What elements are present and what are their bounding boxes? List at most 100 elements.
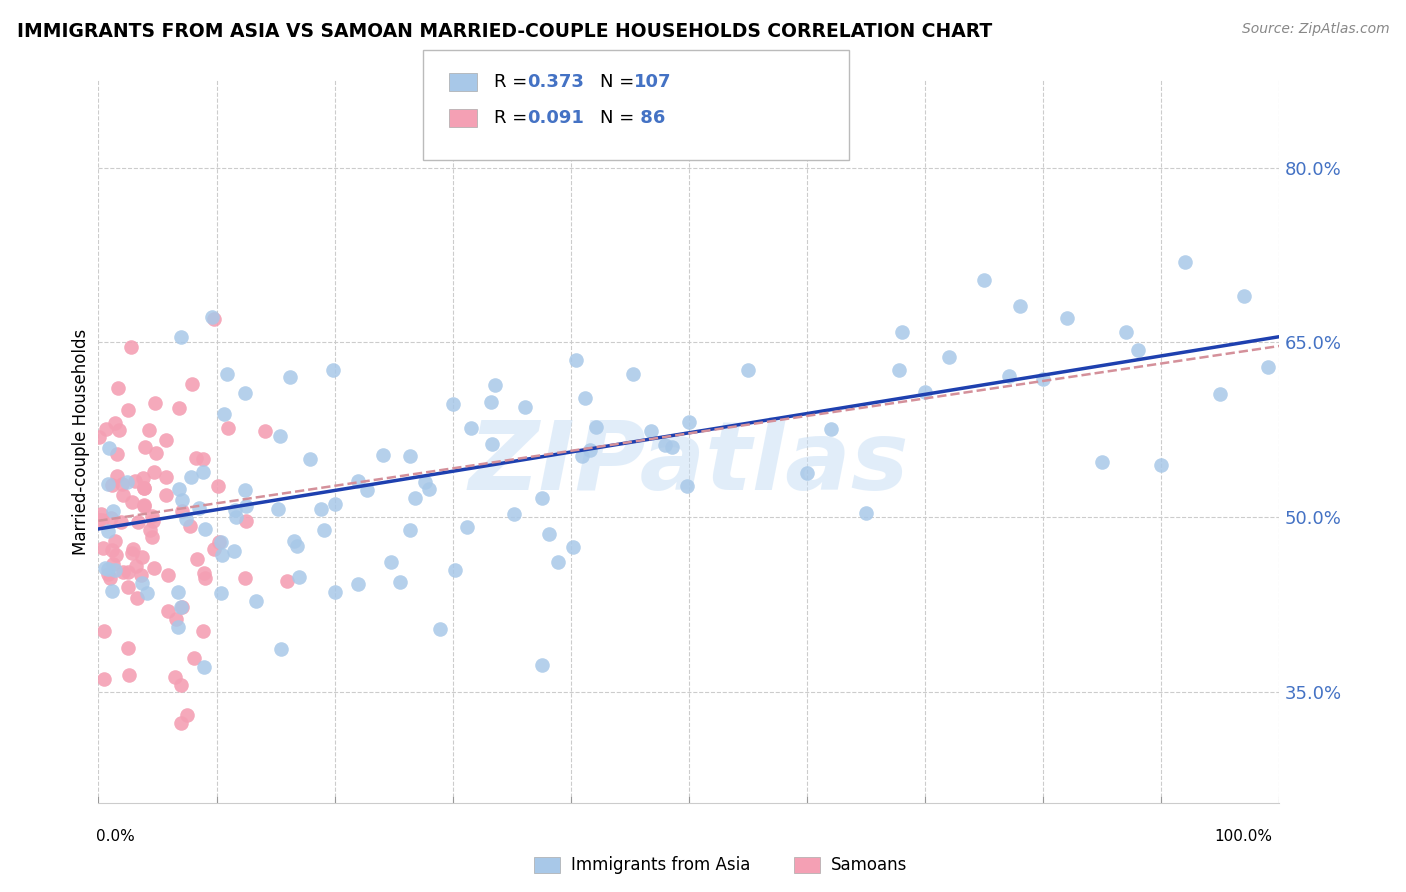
Point xyxy=(211,549,233,563)
Point xyxy=(155,470,177,484)
Point xyxy=(224,503,246,517)
Point xyxy=(398,523,420,537)
Point xyxy=(193,451,215,466)
Point xyxy=(184,451,207,466)
Point xyxy=(170,504,193,518)
Point xyxy=(124,474,146,488)
Point xyxy=(143,465,166,479)
Point xyxy=(170,715,193,730)
Point xyxy=(1008,299,1031,313)
Point xyxy=(111,476,134,491)
Point xyxy=(94,422,117,436)
Point xyxy=(204,542,226,557)
Text: 0.091: 0.091 xyxy=(527,109,583,127)
Text: 100.0%: 100.0% xyxy=(1215,830,1272,844)
Point xyxy=(938,351,960,365)
Point xyxy=(117,640,139,655)
Point xyxy=(165,612,187,626)
Point xyxy=(565,353,588,368)
Point xyxy=(1032,372,1054,386)
Point xyxy=(90,507,112,521)
Point xyxy=(143,396,166,410)
Point xyxy=(163,670,186,684)
Point xyxy=(311,502,333,516)
Point xyxy=(538,527,561,541)
Point xyxy=(973,273,995,287)
Point xyxy=(233,483,256,497)
Point xyxy=(97,567,120,582)
Point xyxy=(678,415,700,429)
Point xyxy=(131,549,153,564)
Point xyxy=(1115,326,1137,340)
Point xyxy=(233,571,256,585)
Point xyxy=(155,488,177,502)
Text: Samoans: Samoans xyxy=(831,856,907,874)
Point xyxy=(101,583,124,598)
Point xyxy=(117,580,139,594)
Point xyxy=(270,641,292,656)
Point xyxy=(174,512,197,526)
Point xyxy=(188,500,211,515)
Point xyxy=(389,575,412,590)
Point xyxy=(156,568,179,582)
Point xyxy=(132,481,155,495)
Point xyxy=(94,560,117,574)
Point xyxy=(135,586,157,600)
Point xyxy=(820,422,842,436)
Point xyxy=(276,574,298,589)
Point xyxy=(574,391,596,405)
Point xyxy=(167,401,190,416)
Point xyxy=(217,421,239,435)
Point xyxy=(209,586,232,600)
Point xyxy=(87,430,110,444)
Point xyxy=(267,502,290,516)
Point xyxy=(640,424,662,438)
Point xyxy=(443,563,465,577)
Text: N =: N = xyxy=(600,109,640,127)
Point xyxy=(134,440,156,454)
Point xyxy=(325,497,347,511)
Point xyxy=(413,475,436,490)
Point xyxy=(110,515,132,529)
Point xyxy=(91,513,114,527)
Point xyxy=(222,543,245,558)
Point xyxy=(997,368,1019,383)
Point xyxy=(235,499,257,513)
Point xyxy=(621,367,644,381)
Point xyxy=(142,514,165,528)
Point xyxy=(1126,343,1149,358)
Point xyxy=(285,540,308,554)
Point xyxy=(112,488,135,502)
Point xyxy=(97,477,120,491)
Point xyxy=(132,498,155,512)
Point xyxy=(132,499,155,513)
Point xyxy=(183,651,205,665)
Point xyxy=(418,482,440,496)
Point xyxy=(914,384,936,399)
Point xyxy=(404,491,426,505)
Text: R =: R = xyxy=(494,109,533,127)
Point xyxy=(214,407,236,421)
Point xyxy=(141,530,163,544)
Point xyxy=(176,708,198,723)
Point xyxy=(117,403,139,417)
Point xyxy=(179,519,201,533)
Point xyxy=(87,513,110,527)
Point xyxy=(101,543,124,558)
Point xyxy=(585,420,607,434)
Point xyxy=(170,678,193,692)
Point xyxy=(479,395,502,409)
Point xyxy=(112,565,135,579)
Point xyxy=(288,570,311,584)
Point xyxy=(441,397,464,411)
Point xyxy=(120,340,142,354)
Point xyxy=(547,555,569,569)
Point xyxy=(207,534,229,549)
Point xyxy=(104,563,127,577)
Point xyxy=(1209,387,1232,401)
Point xyxy=(347,475,370,489)
Point xyxy=(579,443,602,458)
Point xyxy=(513,400,536,414)
Text: N =: N = xyxy=(600,73,640,91)
Point xyxy=(209,534,232,549)
